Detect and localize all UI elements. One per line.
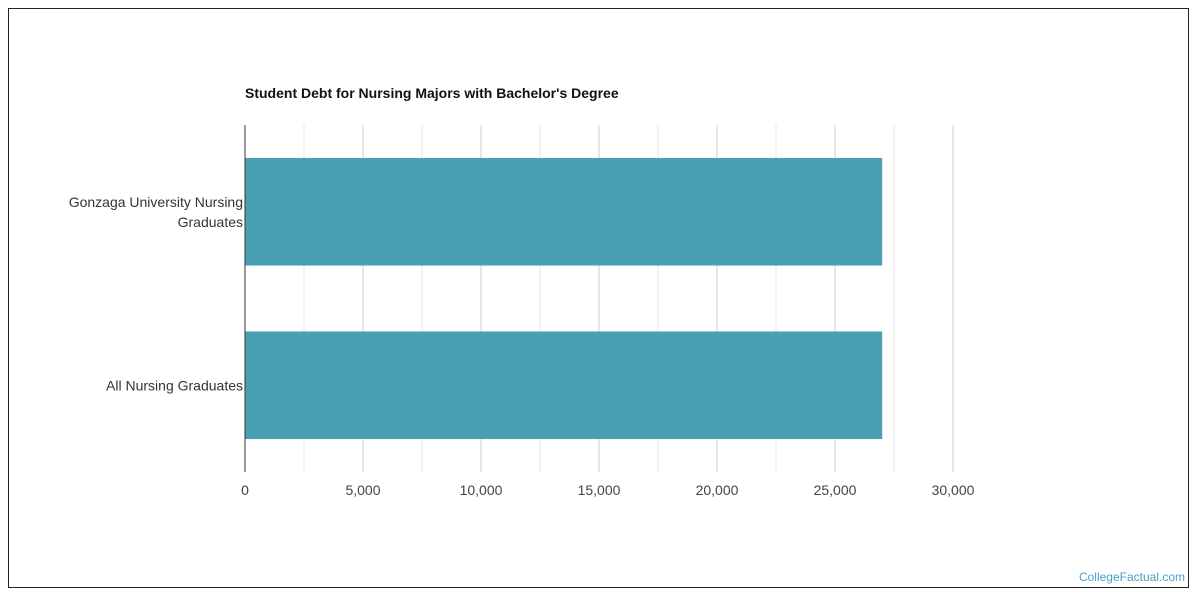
x-tick-labels: 0 5,000 10,000 15,000 20,000 25,000 30,000 (241, 482, 975, 498)
x-tick-label: 25,000 (814, 482, 857, 498)
bars (245, 157, 883, 440)
x-tick-label: 15,000 (578, 482, 621, 498)
x-tick-label: 10,000 (460, 482, 503, 498)
x-tick-label: 0 (241, 482, 249, 498)
category-label: Gonzaga University Nursing Graduates (69, 194, 243, 230)
bar (245, 331, 883, 440)
x-tick-label: 5,000 (345, 482, 380, 498)
x-tick-label: 20,000 (696, 482, 739, 498)
category-label: All Nursing Graduates (106, 377, 243, 393)
source-credit-link[interactable]: CollegeFactual.com (1078, 570, 1185, 584)
bar (245, 157, 883, 266)
chart-title: Student Debt for Nursing Majors with Bac… (245, 85, 619, 101)
x-tick-label: 30,000 (932, 482, 975, 498)
category-labels: Gonzaga University Nursing Graduates All N… (69, 194, 243, 394)
